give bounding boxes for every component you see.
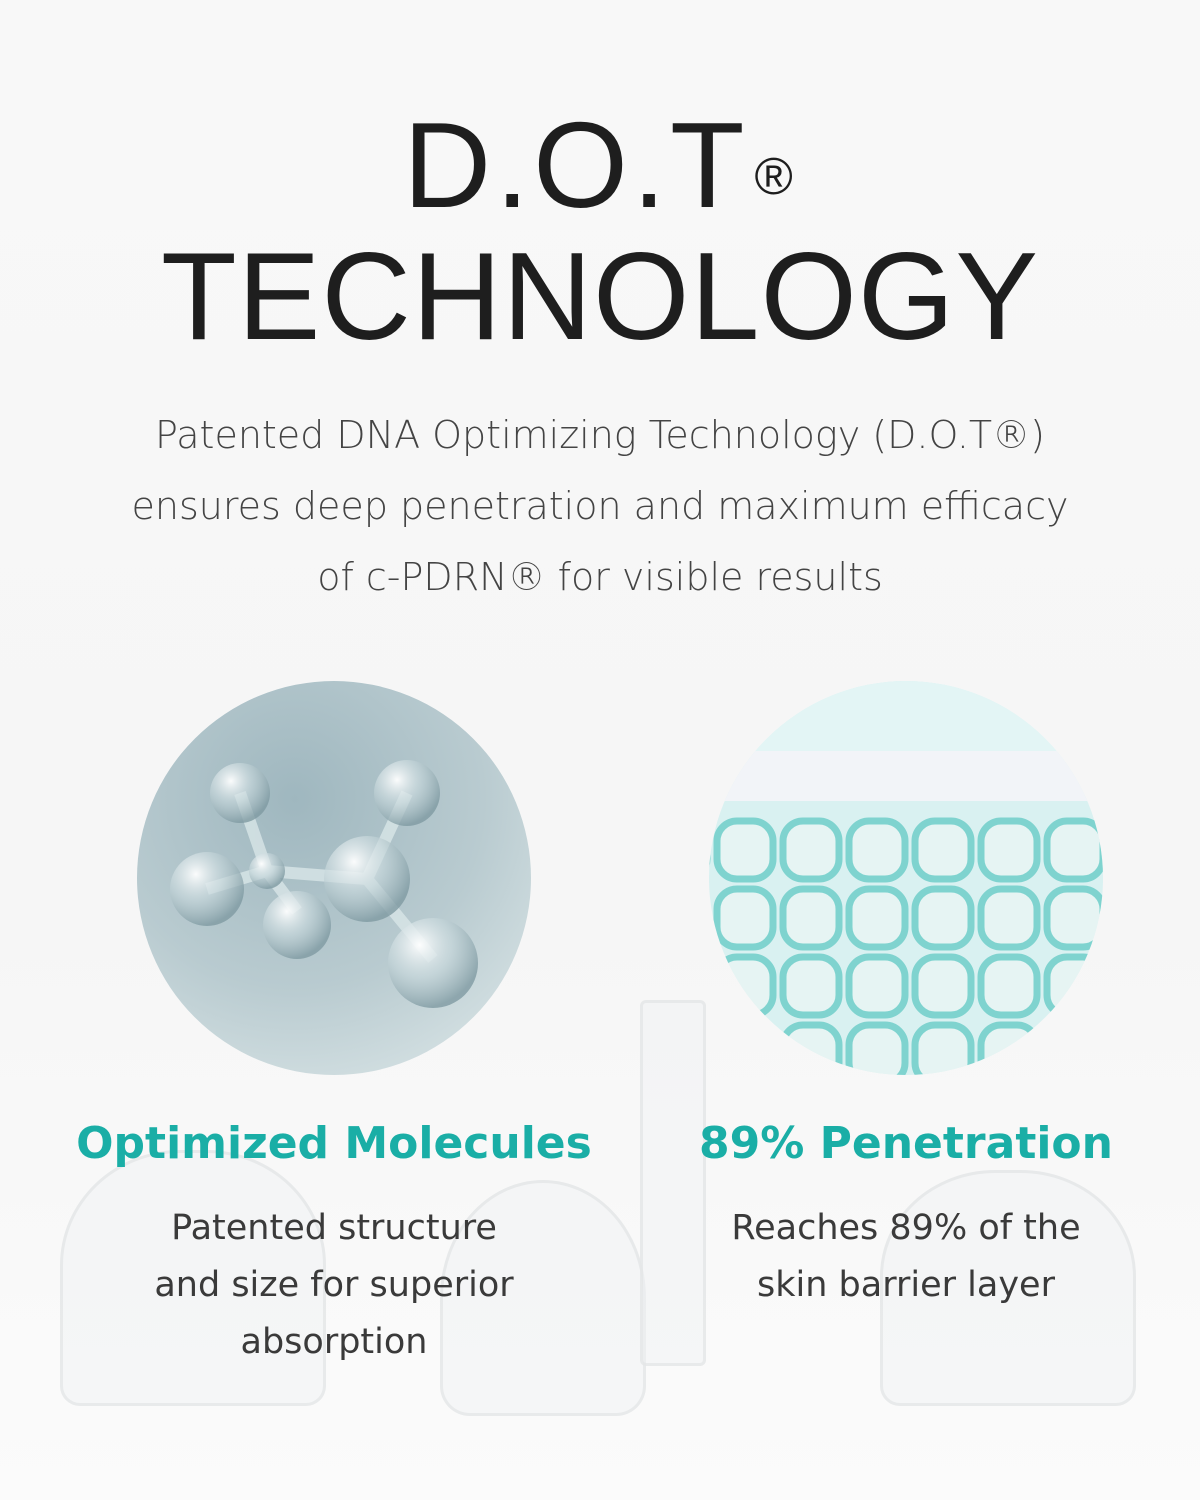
cell-shape: [779, 953, 843, 1019]
title-technology: TECHNOLOGY: [160, 228, 1040, 366]
flask-shape: [880, 1170, 1136, 1406]
flask-shape: [440, 1180, 646, 1416]
description-line: Patented structure: [171, 1208, 497, 1248]
cell-shape: [911, 1021, 975, 1075]
molecule-image: [137, 681, 531, 1075]
cell-shape: [977, 953, 1041, 1019]
description-line: and size for superior: [154, 1265, 514, 1305]
flask-shape: [60, 1150, 326, 1406]
description-line: absorption: [240, 1322, 428, 1362]
feature-description-penetration: Reaches 89% of the skin barrier layer: [620, 1200, 1192, 1314]
cell-shape: [713, 885, 777, 951]
cell-shape: [845, 817, 909, 883]
title-dot-text: D.O.T: [403, 97, 749, 233]
intro-line: ensures deep penetration and maximum eff…: [131, 484, 1069, 528]
cell-shape: [845, 953, 909, 1019]
intro-line: of c-PDRN® for visible results: [317, 555, 883, 599]
cell-shape: [845, 1021, 909, 1075]
feature-description-molecules: Patented structure and size for superior…: [48, 1200, 620, 1371]
cell-shape: [1043, 817, 1103, 883]
intro-line: Patented DNA Optimizing Technology (D.O.…: [155, 413, 1045, 457]
cell-shape: [713, 817, 777, 883]
registered-mark: ®: [754, 148, 797, 206]
skin-barrier-image: [709, 681, 1103, 1075]
cell-shape: [845, 885, 909, 951]
cell-shape: [977, 817, 1041, 883]
title-dot: D.O.T ®: [0, 100, 1200, 230]
cell-shape: [911, 817, 975, 883]
feature-heading-molecules: Optimized Molecules: [76, 1118, 592, 1169]
cell-shape: [911, 885, 975, 951]
description-line: Reaches 89% of the: [731, 1208, 1081, 1248]
intro-paragraph: Patented DNA Optimizing Technology (D.O.…: [80, 400, 1120, 613]
beaker-shape: [640, 1000, 706, 1366]
cell-shape: [779, 885, 843, 951]
cell-shape: [779, 817, 843, 883]
cell-shape: [977, 885, 1041, 951]
cell-shape: [1043, 885, 1103, 951]
description-line: skin barrier layer: [757, 1265, 1055, 1305]
feature-heading-penetration: 89% Penetration: [699, 1118, 1113, 1169]
cell-shape: [911, 953, 975, 1019]
